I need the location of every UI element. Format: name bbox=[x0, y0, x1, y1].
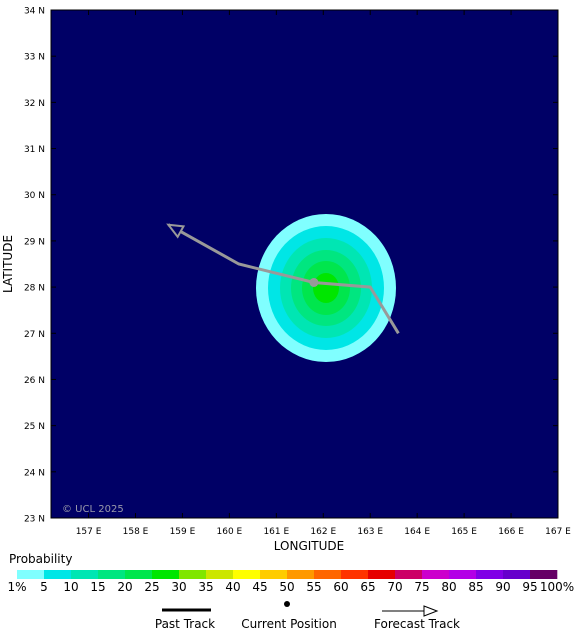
colorbar-swatch bbox=[260, 570, 288, 579]
colorbar-label: 50 bbox=[279, 580, 294, 594]
x-axis-title: LONGITUDE bbox=[274, 539, 344, 553]
colorbar-label: 70 bbox=[387, 580, 402, 594]
colorbar-swatch bbox=[341, 570, 369, 579]
colorbar-label: 40 bbox=[225, 580, 240, 594]
colorbar-swatch bbox=[152, 570, 180, 579]
lon-label: 160 E bbox=[217, 527, 243, 537]
lat-label: 25 N bbox=[24, 422, 45, 432]
lon-label: 161 E bbox=[263, 527, 289, 537]
colorbar-label: 25 bbox=[144, 580, 159, 594]
colorbar-label: 80 bbox=[441, 580, 456, 594]
colorbar-swatch bbox=[179, 570, 207, 579]
colorbar-swatch bbox=[368, 570, 396, 579]
colorbar-label: 90 bbox=[495, 580, 510, 594]
probability-swath bbox=[256, 214, 396, 362]
colorbar-swatch bbox=[314, 570, 342, 579]
lon-label: 164 E bbox=[404, 527, 430, 537]
lon-label: 159 E bbox=[170, 527, 196, 537]
forecast-track-arrowhead-icon bbox=[166, 223, 186, 239]
lon-label: 162 E bbox=[310, 527, 336, 537]
lon-label: 167 E bbox=[545, 527, 571, 537]
lat-label: 27 N bbox=[24, 330, 45, 340]
forecast-track-label: Forecast Track bbox=[374, 617, 460, 631]
longitude-labels: 157 E 158 E 159 E 160 E 161 E 162 E 163 E 164 E… bbox=[76, 527, 571, 537]
current-position-label: Current Position bbox=[241, 617, 337, 631]
colorbar-swatch bbox=[71, 570, 99, 579]
lat-label: 29 N bbox=[24, 237, 45, 247]
colorbar-label: 45 bbox=[252, 580, 267, 594]
lat-label: 33 N bbox=[24, 53, 45, 63]
latitude-labels: 34 N 33 N 32 N 31 N 30 N 29 N 28 N 27 N 26 N 25 N… bbox=[24, 7, 45, 525]
colorbar-swatch bbox=[125, 570, 153, 579]
past-track-label: Past Track bbox=[155, 617, 215, 631]
lat-label: 31 N bbox=[24, 145, 45, 155]
colorbar-swatch bbox=[395, 570, 423, 579]
colorbar-label: 35 bbox=[198, 580, 213, 594]
lat-label: 26 N bbox=[24, 376, 45, 386]
colorbar-swatch bbox=[503, 570, 531, 579]
lon-label: 166 E bbox=[498, 527, 524, 537]
copyright-text: © UCL 2025 bbox=[62, 504, 124, 515]
legend-title: Probability bbox=[9, 552, 72, 566]
colorbar-swatch bbox=[422, 570, 450, 579]
colorbar-swatch bbox=[233, 570, 261, 579]
probability-ring-25 bbox=[313, 273, 339, 303]
colorbar-label: 85 bbox=[468, 580, 483, 594]
lat-label: 34 N bbox=[24, 7, 45, 17]
lat-label: 30 N bbox=[24, 191, 45, 201]
lon-label: 165 E bbox=[451, 527, 477, 537]
axis-ticks bbox=[51, 9, 559, 519]
colorbar-label: 5 bbox=[40, 580, 48, 594]
colorbar-label: 75 bbox=[414, 580, 429, 594]
colorbar-swatch bbox=[287, 570, 315, 579]
colorbar-label: 20 bbox=[117, 580, 132, 594]
colorbar-label: 1% bbox=[7, 580, 26, 594]
colorbar-label: 30 bbox=[171, 580, 186, 594]
map-frame bbox=[50, 9, 559, 519]
colorbar-label: 60 bbox=[333, 580, 348, 594]
colorbar-swatch bbox=[44, 570, 72, 579]
lon-label: 157 E bbox=[76, 527, 102, 537]
lat-label: 23 N bbox=[24, 515, 45, 525]
colorbar-swatch bbox=[449, 570, 477, 579]
colorbar-swatch bbox=[17, 570, 45, 579]
colorbar-swatch bbox=[98, 570, 126, 579]
lon-label: 158 E bbox=[123, 527, 149, 537]
lat-label: 32 N bbox=[24, 99, 45, 109]
colorbar-swatch bbox=[476, 570, 504, 579]
colorbar-label: 55 bbox=[306, 580, 321, 594]
storm-track bbox=[166, 223, 400, 335]
probability-colorbar bbox=[17, 570, 558, 579]
current-position-marker bbox=[309, 277, 319, 287]
colorbar-label: 95 bbox=[522, 580, 537, 594]
colorbar-swatch bbox=[530, 570, 558, 579]
lat-label: 24 N bbox=[24, 468, 45, 478]
current-position-symbol bbox=[284, 601, 290, 607]
colorbar-label: 15 bbox=[90, 580, 105, 594]
lon-label: 163 E bbox=[357, 527, 383, 537]
y-axis-title: LATITUDE bbox=[1, 235, 15, 293]
colorbar-swatch bbox=[206, 570, 234, 579]
colorbar-label: 100% bbox=[540, 580, 574, 594]
colorbar-label: 10 bbox=[63, 580, 78, 594]
lat-label: 28 N bbox=[24, 284, 45, 294]
forecast-track-arrowhead-icon bbox=[423, 605, 439, 617]
colorbar-label: 65 bbox=[360, 580, 375, 594]
probability-colorbar-labels: 1% 5 10 15 20 25 30 35 40 45 50 55 60 65 70 75 80 85 90 95 1… bbox=[7, 580, 574, 594]
